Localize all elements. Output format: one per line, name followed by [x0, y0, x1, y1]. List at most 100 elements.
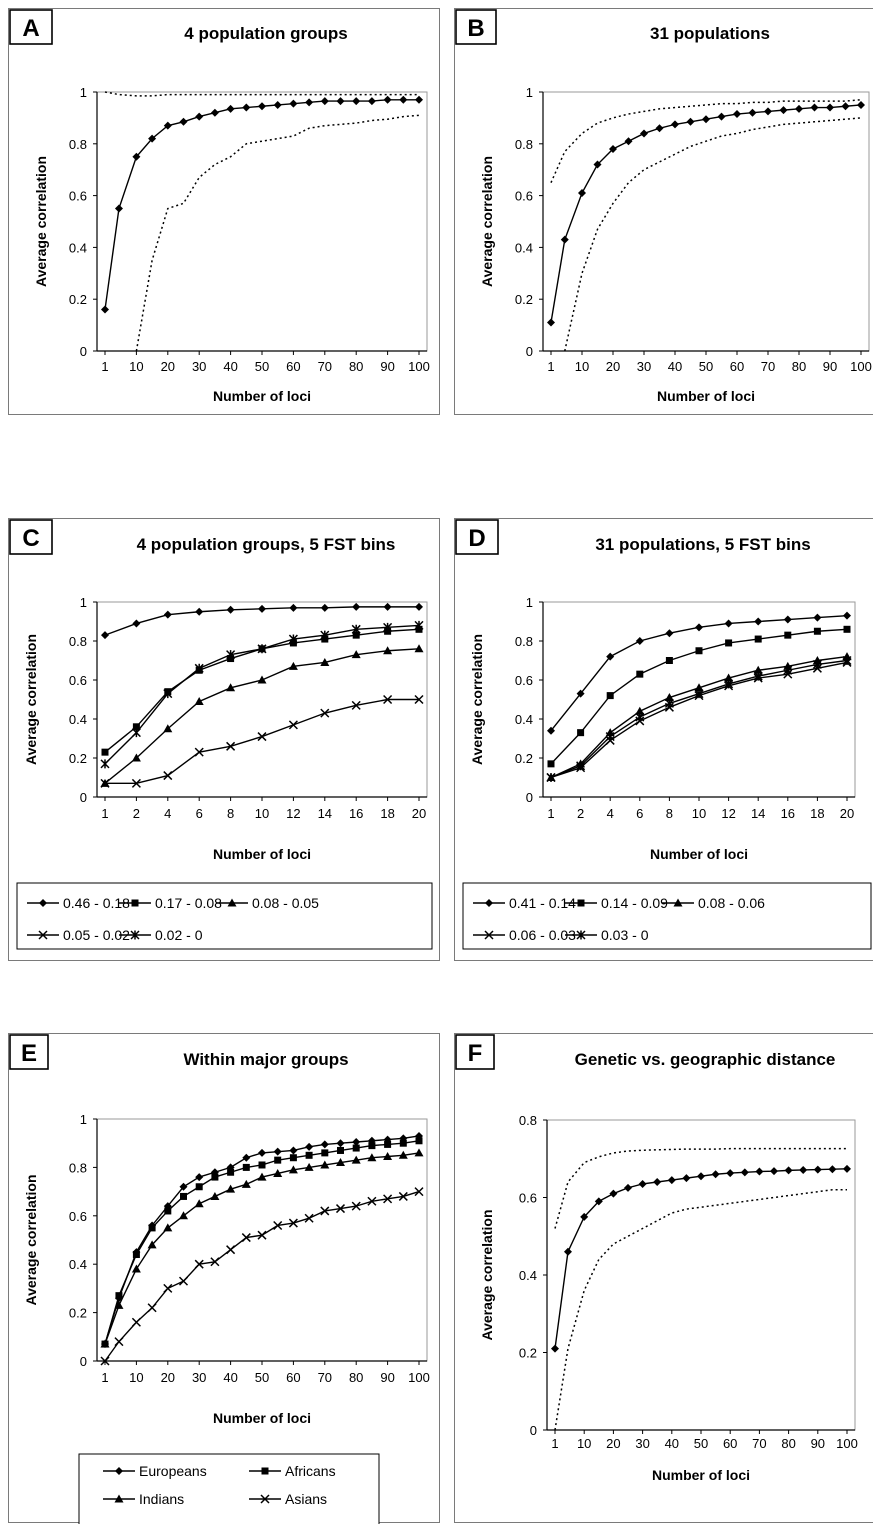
- x-tick-label: 10: [692, 806, 706, 821]
- x-tick-label: 50: [255, 359, 269, 374]
- data-point: [665, 657, 673, 664]
- data-point: [320, 1160, 330, 1169]
- legend-item-0-17-0-08: 0.17 - 0.08: [119, 895, 222, 911]
- data-point: [560, 235, 569, 244]
- data-point: [195, 112, 204, 121]
- data-point: [726, 1169, 735, 1178]
- data-point: [273, 1168, 283, 1177]
- y-tick-label: 0.6: [515, 673, 533, 688]
- legend-label: Asians: [285, 1491, 327, 1507]
- series-dotted-1: [554, 1147, 847, 1229]
- legend-marker: [576, 930, 586, 940]
- data-point: [367, 1153, 377, 1162]
- panel-letter: E: [21, 1040, 37, 1067]
- data-point: [335, 1204, 346, 1214]
- y-tick-label: 0.8: [519, 1113, 537, 1128]
- data-point: [605, 732, 615, 742]
- y-axis-label: Average correlation: [23, 1175, 39, 1306]
- series-asians: [100, 1187, 424, 1366]
- y-tick-label: 0: [530, 1423, 537, 1438]
- x-tick-label: 18: [810, 806, 824, 821]
- data-point: [784, 1166, 793, 1175]
- data-point: [179, 117, 188, 126]
- series-line: [564, 117, 862, 352]
- x-tick-label: 40: [223, 1370, 237, 1385]
- data-point: [320, 603, 329, 612]
- data-point: [305, 1151, 313, 1159]
- data-point: [114, 1337, 124, 1347]
- data-point: [352, 631, 360, 639]
- legend-marker: [130, 930, 140, 940]
- data-point: [653, 1178, 662, 1186]
- data-point: [635, 712, 645, 722]
- x-tick-label: 70: [752, 1436, 766, 1451]
- data-point: [686, 117, 695, 126]
- y-tick-label: 0.2: [69, 751, 87, 766]
- legend-item-0-02-0: 0.02 - 0: [119, 927, 203, 943]
- data-point: [336, 1158, 345, 1167]
- x-tick-label: 6: [196, 806, 203, 821]
- y-tick-label: 1: [80, 595, 87, 610]
- data-point: [289, 99, 298, 108]
- data-point: [211, 1173, 219, 1181]
- data-point: [163, 1223, 173, 1232]
- data-point: [702, 115, 710, 124]
- data-point: [383, 622, 393, 632]
- data-point: [813, 1165, 822, 1174]
- data-point: [101, 305, 109, 314]
- data-point: [795, 104, 803, 113]
- panel-b: B 31 populations 0 0.2 0.4 0.6 0.8 1 1 10 20 30 40 50…: [454, 8, 873, 415]
- data-point: [635, 637, 644, 645]
- x-tick-label: 20: [161, 1370, 175, 1385]
- x-tick-label: 50: [255, 1370, 269, 1385]
- data-point: [273, 1147, 282, 1156]
- data-point: [711, 1170, 720, 1179]
- panel-letter-box: [455, 1034, 495, 1070]
- legend-marker: [114, 1494, 124, 1503]
- y-tick-label: 0.8: [69, 137, 87, 152]
- data-point: [367, 1136, 376, 1145]
- series-0-08-0-05: [100, 644, 424, 787]
- legend-label: 0.46 - 0.18: [63, 895, 130, 911]
- data-point: [180, 1192, 187, 1200]
- data-point: [606, 692, 614, 700]
- legend-label: 0.14 - 0.09: [601, 895, 668, 911]
- chart-title: Genetic vs. geographic distance: [575, 1050, 836, 1069]
- data-point: [179, 1211, 188, 1220]
- x-tick-label: 4: [607, 806, 614, 821]
- x-tick-label: 18: [380, 806, 394, 821]
- data-point: [784, 631, 792, 639]
- data-point: [724, 619, 733, 628]
- legend-label: 0.05 - 0.02: [63, 927, 130, 943]
- legend-box: [462, 882, 872, 950]
- data-point: [810, 103, 819, 112]
- series-line: [104, 99, 419, 310]
- series-dotted-2: [135, 114, 420, 352]
- data-point: [655, 124, 664, 133]
- x-tick-label: 2: [577, 806, 584, 821]
- data-point: [799, 1165, 808, 1174]
- data-point: [114, 1300, 124, 1309]
- data-point: [635, 706, 645, 715]
- data-point: [368, 1142, 376, 1150]
- y-tick-label: 0: [80, 344, 87, 359]
- chart-title: 4 population groups: [184, 24, 347, 43]
- x-tick-label: 1: [547, 359, 554, 374]
- data-point: [695, 623, 703, 632]
- y-tick-label: 0.4: [69, 1257, 87, 1272]
- data-point: [399, 1139, 407, 1147]
- data-point: [226, 605, 235, 614]
- legend-label: Indians: [139, 1491, 184, 1507]
- data-point: [754, 617, 763, 626]
- data-point: [551, 1344, 559, 1353]
- data-point: [288, 634, 298, 644]
- data-point: [624, 1183, 632, 1192]
- data-point: [195, 607, 204, 616]
- legend-label: 0.08 - 0.05: [252, 895, 319, 911]
- x-tick-label: 20: [606, 359, 620, 374]
- x-tick-label: 16: [349, 806, 363, 821]
- panel-letter: A: [22, 15, 39, 42]
- data-point: [132, 619, 141, 628]
- plot-area: [542, 91, 870, 352]
- x-tick-label: 10: [255, 806, 269, 821]
